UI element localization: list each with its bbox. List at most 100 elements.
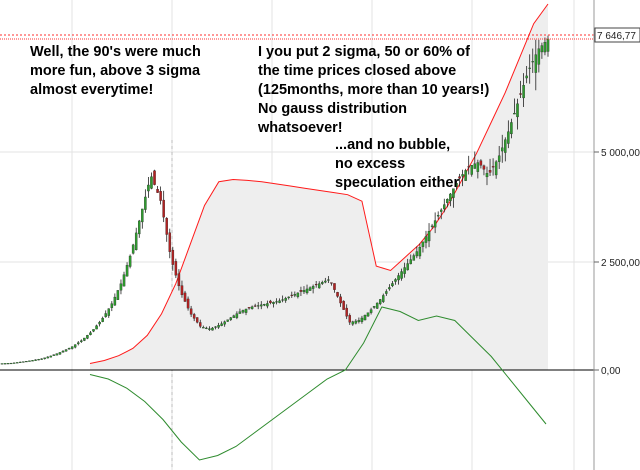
candle-body xyxy=(446,199,449,204)
candle-body xyxy=(260,304,263,307)
candle-body xyxy=(247,307,251,309)
candle-body xyxy=(195,317,199,323)
candle-body xyxy=(131,244,135,254)
candle-body xyxy=(192,314,196,319)
candle-body xyxy=(461,174,464,177)
candle-body xyxy=(391,283,394,287)
candle-body xyxy=(494,161,498,176)
candle-body xyxy=(336,292,339,297)
candle-body xyxy=(275,301,278,303)
candle-body xyxy=(348,315,351,323)
candle-body xyxy=(205,327,208,329)
candle-body xyxy=(351,321,355,325)
candle-body xyxy=(287,296,290,299)
candle-body xyxy=(0,363,4,365)
candle-body xyxy=(354,320,358,324)
candle-body xyxy=(125,265,129,277)
candle-body xyxy=(217,325,220,328)
candle-body xyxy=(409,259,412,265)
candle-body xyxy=(153,170,156,185)
candle-body xyxy=(488,170,492,173)
candle-body xyxy=(101,317,104,322)
candle-body xyxy=(491,166,495,168)
candle-body xyxy=(263,304,266,306)
candle-body xyxy=(378,299,382,305)
candle-body xyxy=(497,155,501,162)
candle-body xyxy=(141,208,144,223)
candle-body xyxy=(281,299,284,301)
y-axis-ticks xyxy=(594,151,599,371)
candle-body xyxy=(269,300,272,303)
candle-body xyxy=(202,327,205,329)
candle-body xyxy=(278,300,281,303)
candle-body xyxy=(531,61,534,63)
candle-body xyxy=(80,340,83,342)
annotation-90s: Well, the 90's were much more fun, above… xyxy=(30,44,201,98)
candle-body xyxy=(67,348,71,350)
candle-body xyxy=(3,363,7,365)
candle-body xyxy=(546,38,550,52)
candle-body xyxy=(144,196,147,210)
candle-body xyxy=(104,313,107,318)
candle-body xyxy=(540,45,544,53)
candle-body xyxy=(382,295,385,302)
candle-body xyxy=(528,67,531,69)
candle-body xyxy=(308,287,312,291)
candle-body xyxy=(58,352,62,355)
candle-body xyxy=(16,362,19,364)
candle-body xyxy=(360,317,364,322)
candle-body xyxy=(412,255,416,261)
candle-body xyxy=(418,247,422,257)
candle-body xyxy=(290,294,294,296)
candle-body xyxy=(86,335,89,339)
candle-body xyxy=(12,362,16,364)
candle-body xyxy=(311,286,315,289)
candle-body xyxy=(40,358,43,360)
candle-body xyxy=(199,322,202,327)
candle-body xyxy=(302,290,306,293)
candle-body xyxy=(119,283,123,291)
candle-body xyxy=(180,285,184,296)
candle-body xyxy=(223,321,226,325)
candle-body xyxy=(229,317,233,320)
annotation-bubble: ...and no bubble, no excess speculation … xyxy=(335,137,460,191)
candle-body xyxy=(369,309,373,313)
candle-body xyxy=(458,176,461,179)
candle-body xyxy=(238,311,242,314)
candle-body xyxy=(19,361,22,363)
candle-body xyxy=(397,275,400,281)
candle-body xyxy=(9,362,13,365)
candle-body xyxy=(372,306,376,308)
candle-body xyxy=(89,332,92,335)
candle-body xyxy=(443,204,446,210)
candle-body xyxy=(543,42,547,53)
candle-body xyxy=(470,165,473,175)
candle-body xyxy=(485,173,489,178)
candle-body xyxy=(415,251,419,257)
candle-body xyxy=(321,282,324,284)
candle-body xyxy=(452,188,455,198)
candle-body xyxy=(385,291,388,294)
candle-body xyxy=(22,361,25,363)
candle-body xyxy=(110,303,114,308)
candle-body xyxy=(537,48,541,65)
candle-body xyxy=(327,279,330,281)
candle-body xyxy=(253,305,257,307)
candle-body xyxy=(324,280,327,283)
candle-body xyxy=(449,193,452,202)
candle-body xyxy=(510,122,513,135)
upper-band-line xyxy=(89,3,549,364)
candle-body xyxy=(314,284,318,286)
candle-body xyxy=(49,355,53,358)
candle-body xyxy=(183,292,187,302)
candle-body xyxy=(165,218,168,235)
candle-body xyxy=(226,319,229,322)
y-tick-label-5000: 5 000,00 xyxy=(601,148,640,159)
candle-body xyxy=(162,199,165,218)
candle-body xyxy=(266,303,269,307)
candle-body xyxy=(363,315,367,321)
candle-body xyxy=(43,357,46,360)
candle-body xyxy=(107,308,111,316)
candle-body xyxy=(46,356,50,359)
